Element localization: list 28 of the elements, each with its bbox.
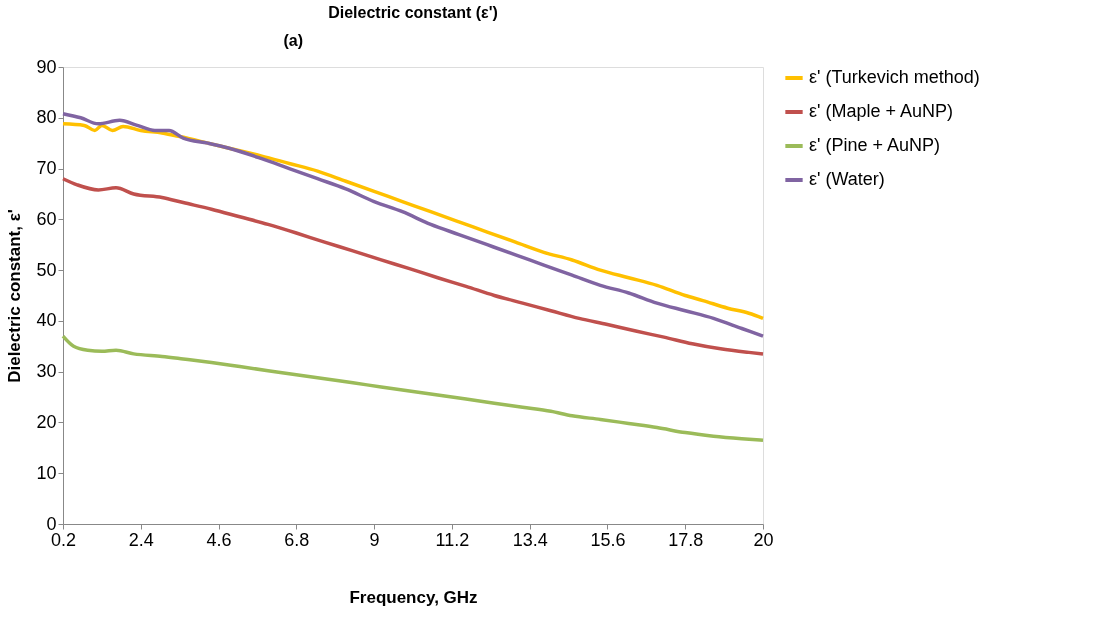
x-tick-label: 4.6 (206, 529, 232, 550)
chart-title: Dielectric constant (ε') (328, 4, 498, 21)
y-axis-title: Dielectric constant, ε' (5, 209, 25, 383)
line-series (61, 334, 765, 442)
line-series (61, 176, 765, 356)
y-tick-label: 30 (36, 361, 57, 382)
x-tick-label: 6.8 (284, 529, 310, 550)
x-tick-label: 9 (369, 529, 380, 550)
y-tick-label: 60 (36, 208, 57, 229)
x-tick-label: 2.4 (128, 529, 154, 550)
x-tick-label: 13.4 (512, 529, 548, 550)
y-tick-label: 40 (36, 310, 57, 331)
legend-label: ε' (Pine + AuNP) (809, 135, 941, 155)
x-axis-title: Frequency, GHz (349, 587, 478, 607)
y-tick-label: 20 (36, 411, 57, 432)
x-tick-label: 17.8 (668, 529, 704, 550)
y-tick-label: 90 (36, 56, 57, 77)
legend-label: ε' (Maple + AuNP) (809, 101, 954, 121)
y-tick-label: 10 (36, 462, 57, 483)
text: (a) (283, 32, 303, 49)
y-tick-label: 50 (36, 259, 57, 280)
legend-label: ε' (Water) (809, 169, 885, 189)
y-tick-label: 70 (36, 158, 57, 179)
legend-label: ε' (Turkevich method) (809, 67, 980, 87)
x-tick-label: 11.2 (435, 529, 470, 550)
x-tick-label: 15.6 (590, 529, 626, 550)
y-tick-label: 80 (36, 107, 57, 128)
x-tick-label: 20 (753, 529, 774, 550)
